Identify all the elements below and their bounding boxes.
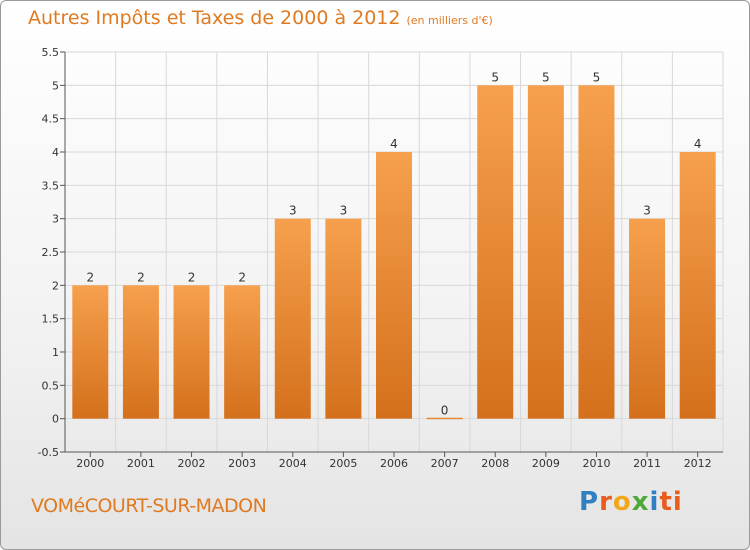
bar: [325, 218, 362, 419]
bar: [426, 417, 463, 420]
x-tick-label: 2010: [582, 457, 610, 470]
y-tick-label: 1.5: [42, 313, 60, 326]
logo-letter: x: [631, 487, 650, 517]
x-tick-label: 2003: [228, 457, 256, 470]
x-tick-label: 2001: [127, 457, 155, 470]
y-tick-label: 5: [52, 79, 59, 92]
value-label: 5: [593, 70, 601, 84]
logo-letter: r: [599, 487, 613, 517]
logo-letter: i: [649, 487, 660, 517]
commune-name: VOMéCOURT-SUR-MADON: [31, 495, 267, 517]
logo-letter: ti: [659, 487, 683, 517]
y-tick-label: 2: [52, 279, 59, 292]
bar: [629, 218, 666, 419]
y-tick-label: 3.5: [42, 179, 60, 192]
chart-title-text: Autres Impôts et Taxes de 2000 à 2012: [28, 7, 401, 29]
x-tick-label: 2005: [329, 457, 357, 470]
logo-letter: P: [579, 487, 600, 517]
axes: -0.5 0 0.5 1 1.5 2 2.5 3 3.5 4 4.5 5 5.5 2000 2001 2002…: [38, 46, 723, 470]
value-label: 2: [188, 270, 196, 284]
value-label: 3: [643, 204, 651, 218]
bar: [527, 85, 564, 419]
value-label: 4: [390, 137, 398, 151]
value-label: 4: [694, 137, 702, 151]
chart-title: Autres Impôts et Taxes de 2000 à 2012 (en…: [28, 7, 493, 29]
value-label: 3: [289, 204, 297, 218]
bar: [274, 218, 311, 419]
x-tick-label: 2012: [684, 457, 712, 470]
y-tick-label: -0.5: [38, 446, 59, 459]
bar: [376, 152, 412, 419]
y-tick-label: 0: [52, 413, 59, 426]
logo-letter: o: [612, 487, 632, 517]
x-tick-label: 2009: [532, 457, 560, 470]
y-tick-label: 2.5: [42, 246, 60, 259]
bar: [122, 285, 159, 419]
bar: [173, 285, 210, 419]
bar: [72, 285, 109, 419]
value-label: 2: [238, 270, 246, 284]
bars: [72, 85, 716, 420]
bar: [679, 152, 716, 419]
y-tick-label: 3: [52, 213, 59, 226]
labels: 2 2 2 2 3 3 4 0 5 5 5 3 4: [86, 70, 701, 417]
x-tick-label: 2000: [76, 457, 104, 470]
proxiti-logo[interactable]: Proxiti: [579, 487, 683, 517]
bar: [224, 285, 261, 419]
value-label: 2: [86, 270, 94, 284]
y-tick-label: 1: [52, 346, 59, 359]
y-tick-label: 4: [52, 146, 59, 159]
y-tick-label: 5.5: [42, 46, 60, 59]
value-label: 5: [491, 70, 499, 84]
y-tick-label: 4.5: [42, 113, 60, 126]
value-label: 5: [542, 70, 550, 84]
value-label: 3: [340, 204, 348, 218]
bar: [477, 85, 514, 419]
x-tick-label: 2008: [481, 457, 509, 470]
x-tick-label: 2007: [431, 457, 459, 470]
value-label: 2: [137, 270, 145, 284]
chart-unit: (en milliers d'€): [406, 14, 493, 27]
value-label: 0: [441, 404, 449, 418]
x-tick-label: 2002: [178, 457, 206, 470]
bar: [578, 85, 615, 419]
x-tick-label: 2006: [380, 457, 408, 470]
x-tick-label: 2004: [279, 457, 307, 470]
x-tick-label: 2011: [633, 457, 661, 470]
y-tick-label: 0.5: [42, 379, 60, 392]
